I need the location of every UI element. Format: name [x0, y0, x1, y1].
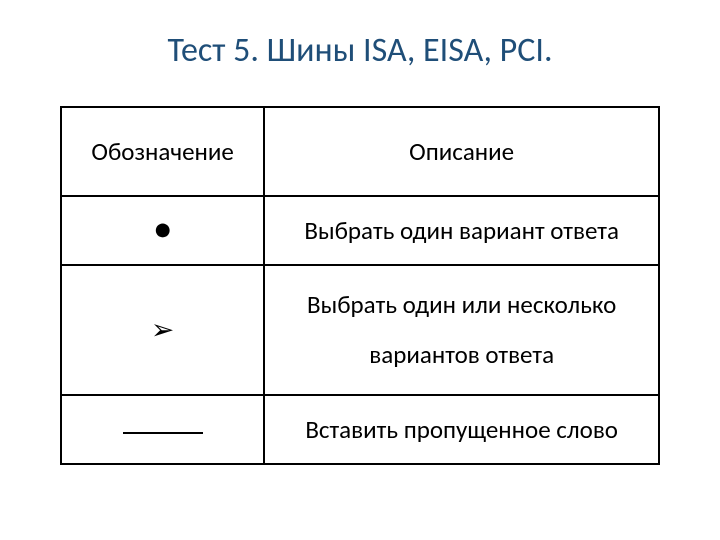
page-title: Тест 5. Шины ISA, EISA, PCI. [60, 30, 660, 71]
description-line: вариантов ответа [369, 339, 554, 370]
arrow-icon: ➢ [151, 312, 174, 347]
symbol-bullet-cell: ● [61, 196, 264, 265]
header-symbol: Обозначение [61, 107, 264, 196]
underline-icon [123, 430, 203, 434]
symbol-underline-cell [61, 395, 264, 464]
table-header-row: Обозначение Описание [61, 107, 659, 196]
table-row: ● Выбрать один вариант ответа [61, 196, 659, 265]
table-row: Вставить пропущенное слово [61, 395, 659, 464]
legend-table: Обозначение Описание ● Выбрать один вари… [60, 106, 660, 465]
description-line: Выбрать один или несколько [307, 289, 616, 320]
table-row: ➢ Выбрать один или несколько вариантов о… [61, 265, 659, 395]
header-description: Описание [264, 107, 659, 196]
description-cell: Выбрать один вариант ответа [264, 196, 659, 265]
description-cell: Вставить пропущенное слово [264, 395, 659, 464]
symbol-arrow-cell: ➢ [61, 265, 264, 395]
bullet-icon: ● [154, 211, 172, 248]
description-cell: Выбрать один или несколько вариантов отв… [264, 265, 659, 395]
